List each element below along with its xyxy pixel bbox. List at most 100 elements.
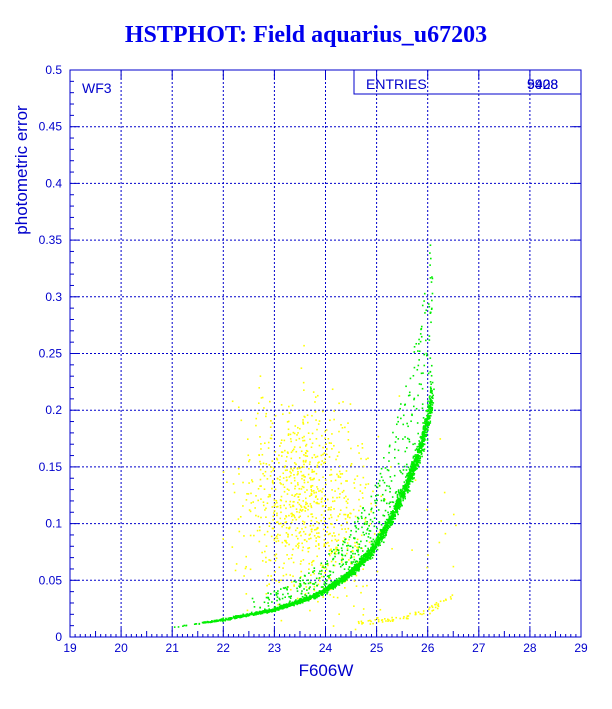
green-point [367,554,370,557]
yellow-point [346,552,348,555]
green-point [379,535,382,538]
green-point [402,487,404,490]
yellow-point [314,401,316,403]
green-scatter-point [370,540,373,543]
yellow-sequence-point [437,605,440,608]
green-point [395,499,398,502]
y-axis-title: photometric error [12,105,31,235]
green-point [433,388,435,391]
yellow-point [284,517,286,520]
green-point [411,466,414,469]
green-point [358,565,361,568]
yellow-point [299,576,302,578]
yellow-point [347,516,349,518]
yellow-point [336,596,339,599]
green-point [304,599,307,601]
yellow-point [315,540,317,542]
yellow-point [346,542,349,544]
green-point [429,408,431,411]
green-scatter-point [393,474,396,477]
green-scatter-point [381,532,383,535]
yellow-sequence-point [399,617,401,620]
green-point [402,492,405,494]
green-scatter-point [365,540,368,542]
green-point [406,480,409,482]
green-point [409,476,412,479]
green-scatter-point [402,423,405,426]
yellow-point [353,482,355,484]
green-scatter-point [338,563,341,565]
yellow-point [323,539,326,541]
yellow-point [283,504,285,507]
green-point [403,490,406,492]
green-point [425,429,427,431]
green-point [213,620,216,623]
yellow-point [279,504,282,507]
green-scatter-point [418,383,421,385]
green-scatter-point [348,566,351,568]
green-point [387,513,390,516]
green-point [344,580,346,582]
yellow-point [296,510,298,513]
green-point [375,537,378,540]
yellow-point [299,446,301,449]
green-point [252,614,255,616]
yellow-point [264,509,266,511]
green-point [334,586,336,588]
green-scatter-point [395,490,398,493]
yellow-point [252,501,255,503]
green-point [277,608,280,610]
yellow-point [307,432,310,434]
yellow-point [269,437,272,440]
yellow-sequence-point [437,604,439,607]
green-point [398,492,401,495]
green-point [257,613,259,615]
green-point [257,611,259,614]
green-scatter-point [328,570,331,572]
green-point [420,437,422,440]
yellow-sequence-point [434,603,436,606]
green-point [304,598,307,600]
yellow-point [354,478,356,481]
green-point [344,578,347,581]
yellow-point [301,474,303,477]
green-point [232,616,235,619]
green-scatter-point [428,305,431,308]
green-scatter-point [412,374,415,377]
yellow-point [318,461,320,463]
yellow-point [305,449,308,452]
green-point [396,511,399,514]
green-scatter-point [357,553,360,556]
yellow-scatter-point [271,578,274,581]
green-point [408,469,411,472]
green-scatter-point [300,592,303,595]
green-scatter-point [429,397,431,400]
green-point [369,549,372,552]
yellow-point [316,498,319,500]
yellow-point [268,464,271,466]
green-point [374,543,376,546]
green-scatter-point [349,534,352,536]
green-point [422,443,425,445]
yellow-point [286,554,288,556]
yellow-point [297,472,299,475]
yellow-point [303,521,306,523]
yellow-point [310,537,312,540]
green-point [385,531,388,533]
green-point [345,573,348,575]
yellow-point [283,439,286,442]
yellow-point [300,470,302,473]
yellow-scatter-point [414,479,417,481]
green-point [236,615,238,617]
yellow-point [310,488,313,491]
yellow-point [335,546,337,549]
green-point [416,456,418,458]
green-point [421,441,424,443]
yellow-point [286,421,289,423]
green-point [193,623,196,626]
green-point [425,409,427,412]
yellow-point [290,451,293,454]
yellow-point [334,538,337,541]
green-point [288,603,291,605]
yellow-point [318,420,321,422]
